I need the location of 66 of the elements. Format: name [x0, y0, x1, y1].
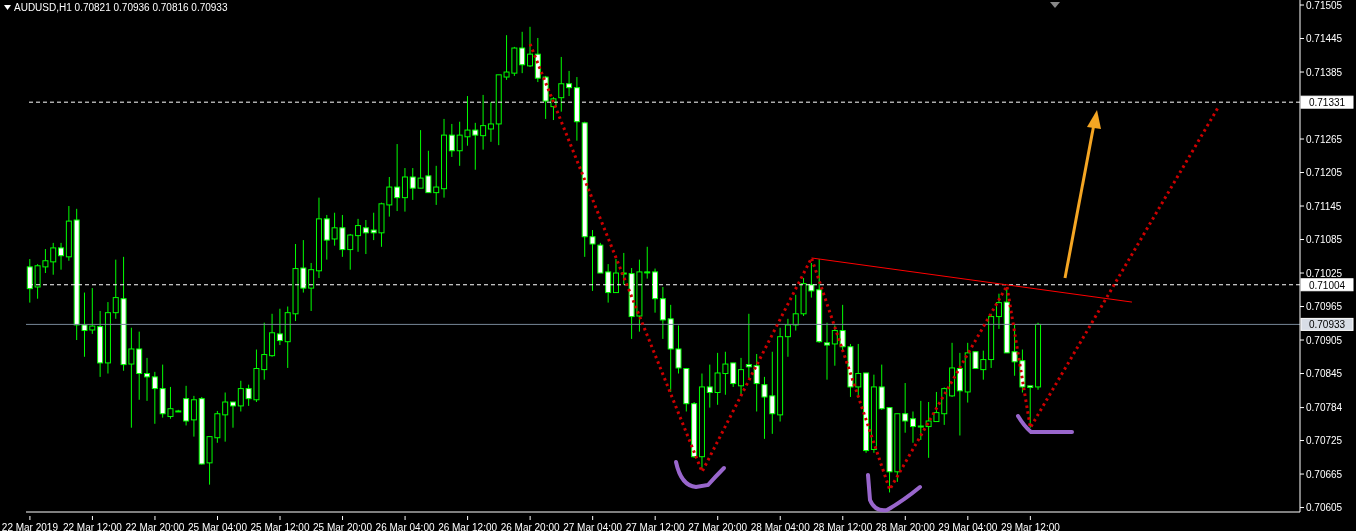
x-tick-label: 27 Mar 20:00	[688, 522, 748, 531]
ref-line-label: 0.71331	[1308, 97, 1346, 109]
line-series	[528, 42, 1220, 492]
y-tick-label: 0.71085	[1306, 234, 1343, 246]
ref-line-label: 0.71004	[1308, 279, 1346, 291]
candlestick	[58, 242, 65, 271]
ref-line-label: 0.70933	[1308, 319, 1346, 331]
y-tick-label: 0.70784	[1306, 402, 1343, 414]
y-tick-label: 0.71145	[1306, 200, 1342, 212]
candlestick	[487, 101, 494, 143]
x-tick-label: 25 Mar 12:00	[250, 522, 310, 531]
y-tick-label: 0.70605	[1306, 502, 1343, 514]
candlestick	[183, 385, 190, 426]
x-tick-label: 26 Mar 20:00	[500, 522, 561, 531]
x-tick-label: 27 Mar 04:00	[563, 522, 623, 531]
chart-title: AUDUSD,H1 0.70821 0.70936 0.70816 0.70933	[14, 2, 228, 13]
x-tick-label: 26 Mar 04:00	[375, 522, 435, 531]
candlestick	[269, 313, 276, 358]
x-tick-label: 29 Mar 04:00	[938, 522, 998, 531]
y-tick-label: 0.71205	[1306, 167, 1343, 179]
candlestick	[448, 123, 455, 158]
x-tick-label: 25 Mar 04:00	[188, 522, 248, 531]
candlestick	[909, 411, 916, 444]
candlestick	[527, 26, 533, 68]
candlestick	[308, 262, 315, 312]
x-tick-label: 22 Mar 2019	[1, 522, 59, 531]
candlestick	[824, 322, 831, 381]
candlestick	[659, 286, 666, 340]
candlestick	[480, 94, 487, 151]
y-tick-label: 0.71025	[1306, 267, 1343, 279]
y-tick-label: 0.71265	[1306, 133, 1343, 145]
candlestick	[566, 70, 573, 97]
candlestick	[394, 143, 401, 212]
y-tick-label: 0.70905	[1306, 334, 1343, 346]
x-tick-label: 22 Mar 20:00	[125, 522, 185, 531]
y-tick-label: 0.70965	[1306, 301, 1343, 313]
y-tick-label: 0.71505	[1306, 0, 1343, 11]
y-tick-label: 0.70845	[1306, 368, 1343, 380]
y-tick-label: 0.71385	[1306, 66, 1343, 78]
x-tick-label: 26 Mar 12:00	[438, 522, 498, 531]
candlestick	[230, 401, 236, 429]
x-tick-label: 25 Mar 20:00	[313, 522, 373, 531]
x-tick-label: 28 Mar 04:00	[750, 522, 811, 531]
x-tick-label: 22 Mar 12:00	[62, 522, 123, 531]
candlestick	[738, 357, 745, 397]
candlestick	[612, 258, 619, 294]
y-tick-label: 0.70665	[1306, 468, 1343, 480]
x-tick-label: 28 Mar 12:00	[813, 522, 873, 531]
candlestick	[784, 318, 791, 358]
x-tick-label: 28 Mar 20:00	[875, 522, 936, 531]
candlestick	[401, 167, 408, 213]
x-tick-label: 29 Mar 12:00	[1000, 522, 1061, 531]
y-tick-label: 0.70725	[1306, 435, 1343, 447]
candlestick	[956, 352, 963, 437]
candlestick	[745, 313, 752, 379]
candlestick	[362, 219, 369, 255]
candlestick	[276, 308, 283, 346]
candlestick	[558, 56, 565, 113]
candlestick	[151, 371, 158, 425]
candlestick	[190, 395, 197, 438]
candlestick	[995, 293, 1002, 330]
candlestick	[144, 357, 151, 402]
candlestick	[753, 353, 760, 412]
candlestick	[355, 218, 362, 253]
x-tick-label: 27 Mar 12:00	[625, 522, 686, 531]
y-tick-label: 0.71445	[1306, 33, 1343, 45]
